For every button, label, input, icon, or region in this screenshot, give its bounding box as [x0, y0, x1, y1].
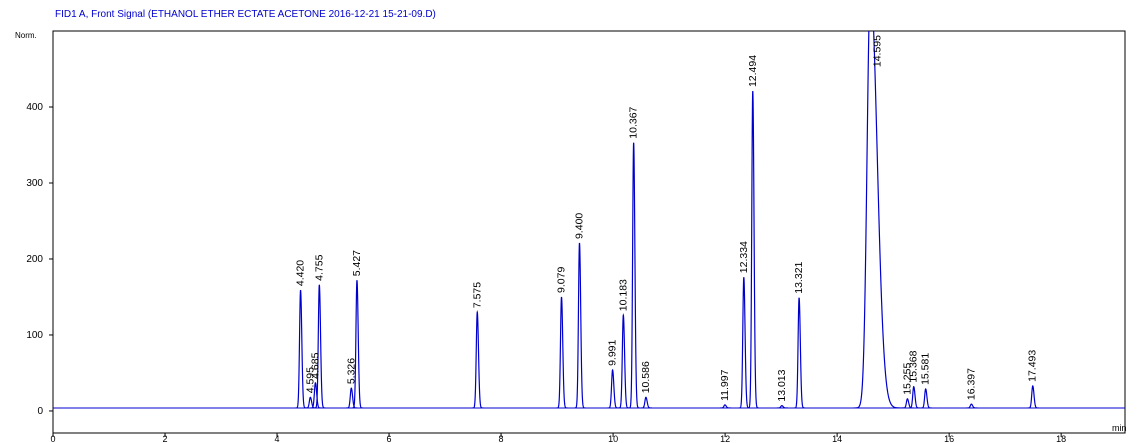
- peak: [966, 403, 978, 409]
- peak: [738, 277, 750, 409]
- y-axis-label: Norm.: [15, 31, 37, 40]
- chart-title: FID1 A, Front Signal (ETHANOL ETHER ECTA…: [55, 9, 436, 20]
- peak: [314, 284, 326, 409]
- y-tick-label: 400: [26, 102, 43, 113]
- peak-label: 16.397: [965, 368, 977, 400]
- peak-label: 12.334: [738, 241, 750, 273]
- x-tick-label: 2: [163, 434, 168, 443]
- peak-label: 15.255: [901, 363, 913, 395]
- peak: [853, 31, 905, 409]
- trace: [53, 31, 1125, 409]
- peak: [640, 396, 653, 409]
- peak: [305, 396, 317, 409]
- peak: [908, 385, 920, 409]
- y-tick-label: 300: [26, 178, 43, 189]
- peak-label: 15.581: [920, 353, 932, 385]
- peak-label: 12.494: [747, 55, 759, 87]
- peak-label: 14.595: [871, 35, 883, 67]
- peak: [628, 142, 640, 409]
- y-tick-label: 100: [26, 330, 43, 341]
- x-tick-label: 8: [499, 434, 504, 443]
- x-tick-label: 4: [275, 434, 280, 443]
- plot-frame: [52, 30, 1126, 434]
- peak: [920, 388, 932, 409]
- peak-label: 10.367: [628, 106, 640, 138]
- peak-label: 4.755: [313, 254, 325, 280]
- x-tick-label: 6: [387, 434, 392, 443]
- peak: [346, 387, 358, 409]
- peak: [747, 90, 759, 409]
- peak: [574, 242, 586, 409]
- peak: [776, 405, 788, 409]
- peak-label: 15.368: [908, 350, 920, 382]
- x-tick-label: 12: [720, 434, 730, 443]
- peak-label: 4.685: [309, 352, 321, 378]
- peak-label: 5.326: [345, 358, 357, 384]
- peak-label: 4.595: [304, 367, 316, 393]
- peak-label: 5.427: [351, 250, 363, 276]
- peak: [310, 381, 322, 409]
- peak: [902, 398, 914, 409]
- x-tick-label: 16: [944, 434, 954, 443]
- peak-label: 13.321: [793, 261, 805, 293]
- peak-label: 17.493: [1027, 350, 1039, 382]
- peak-label: 9.079: [555, 267, 567, 293]
- peak-label: 13.013: [776, 369, 788, 401]
- peak: [719, 404, 732, 409]
- peak: [618, 313, 630, 409]
- peak: [794, 297, 806, 409]
- peak: [556, 296, 568, 409]
- peak-label: 11.997: [719, 369, 731, 400]
- peak-label: 10.586: [640, 361, 652, 393]
- peak-label: 9.400: [573, 213, 585, 239]
- peak: [351, 280, 364, 409]
- x-axis-label: min: [1112, 423, 1127, 433]
- peak: [607, 368, 619, 409]
- peak-label: 10.183: [617, 279, 629, 311]
- peak-label: 9.991: [607, 339, 619, 365]
- x-tick-label: 0: [50, 434, 55, 443]
- y-tick-label: 0: [37, 406, 43, 417]
- peak: [1027, 385, 1039, 409]
- x-tick-label: 10: [608, 434, 618, 443]
- x-tick-label: 14: [832, 434, 842, 443]
- y-tick-label: 200: [26, 254, 43, 265]
- peak: [295, 289, 307, 409]
- peak-label: 4.420: [295, 260, 307, 286]
- peak-label: 7.575: [471, 282, 483, 308]
- x-tick-label: 18: [1056, 434, 1066, 443]
- peak: [472, 309, 484, 409]
